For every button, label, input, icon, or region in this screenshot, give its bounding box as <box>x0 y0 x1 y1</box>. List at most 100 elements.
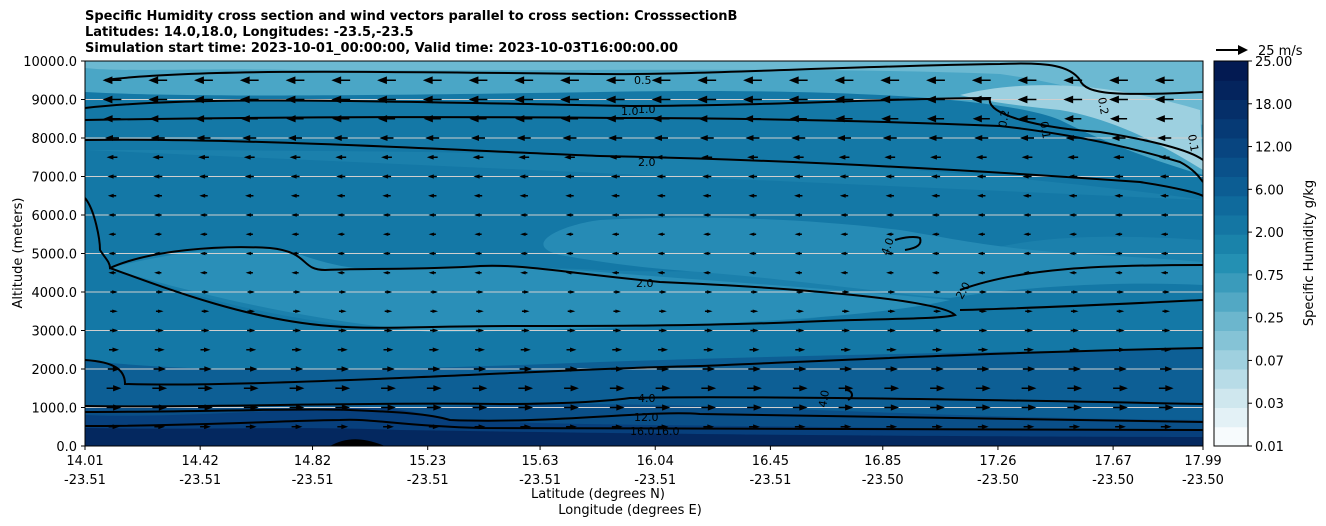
wind-vector-head <box>382 251 389 256</box>
wind-vector-head <box>1118 309 1125 314</box>
wind-vector-head <box>798 424 806 430</box>
wind-vector-head <box>387 404 396 411</box>
wind-vector-head <box>1027 328 1034 333</box>
wind-vector-head <box>341 366 349 372</box>
wind-vector-head <box>1073 328 1079 333</box>
wind-vector-head <box>699 135 708 141</box>
colorbar-tick-label: 0.01 <box>1255 440 1284 455</box>
wind-vector-head <box>1114 271 1121 275</box>
x-tick-label-latitude: 17.26 <box>979 454 1016 469</box>
colorbar-segment <box>1214 388 1248 408</box>
wind-vector-head <box>1068 213 1075 217</box>
wind-vector-head <box>834 95 845 104</box>
wind-vector-head <box>570 424 577 430</box>
colorbar-segment <box>1214 157 1248 177</box>
wind-vector-head <box>793 174 800 179</box>
wind-vector-head <box>753 424 760 430</box>
wind-vector-head <box>245 251 252 256</box>
wind-vector-head <box>1111 135 1120 141</box>
colorbar-tick-label: 18.00 <box>1255 98 1292 113</box>
colorbar-segment <box>1214 118 1248 139</box>
wind-vector-head <box>1113 154 1120 160</box>
wind-vector-head <box>655 154 663 160</box>
wind-vector-head <box>565 251 572 256</box>
wind-vector-head <box>387 366 395 372</box>
wind-vector-head <box>242 135 251 141</box>
wind-vector-head <box>930 174 938 179</box>
wind-vector-head <box>1073 347 1080 352</box>
x-tick-label-latitude: 14.42 <box>182 454 219 469</box>
wind-vector-head <box>975 154 983 160</box>
wind-vector-head <box>107 174 114 179</box>
wind-vector-head <box>981 290 987 294</box>
wind-vector-head <box>605 76 616 85</box>
wind-vector-head <box>661 347 668 352</box>
wind-vector-head <box>703 251 709 256</box>
wind-vector-head <box>838 154 846 160</box>
wind-vector-head <box>565 193 572 198</box>
y-tick-label: 4000.0 <box>32 286 78 301</box>
wind-vector-head <box>194 115 205 123</box>
wind-vector-head <box>707 385 717 392</box>
wind-vector-head <box>158 328 164 333</box>
wind-vector-head <box>524 366 532 372</box>
wind-vector-head <box>1114 193 1121 198</box>
wind-vector-head <box>289 154 297 160</box>
wind-vector-head <box>296 404 305 411</box>
wind-vector-head <box>432 290 438 294</box>
wind-vector-head <box>1072 309 1079 314</box>
wind-vector-head <box>936 347 943 352</box>
wind-vector-head <box>1027 290 1033 294</box>
wind-vector-head <box>792 154 800 160</box>
wind-vector-head <box>976 174 983 179</box>
wind-vector-head <box>113 404 122 411</box>
wind-vector-head <box>249 309 256 314</box>
contour-label-4-0-b: 4.0 <box>638 392 656 405</box>
wind-vector-head <box>295 309 301 314</box>
wind-vector-head <box>839 174 846 179</box>
wind-vector-head <box>889 309 896 314</box>
wind-vector-head <box>1154 95 1165 104</box>
wind-vector-head <box>335 154 343 160</box>
wind-vector-head <box>748 193 755 198</box>
wind-vector-head <box>1114 213 1121 217</box>
wind-vector-head <box>752 328 759 333</box>
wind-vector-head <box>295 366 304 372</box>
wind-vector-head <box>1073 366 1081 372</box>
wind-vector-head <box>423 115 433 123</box>
wind-vector-head <box>516 135 525 141</box>
wind-vector-head <box>799 404 808 411</box>
wind-vector-head <box>880 76 891 85</box>
wind-vector-head <box>382 232 389 236</box>
x-tick-label-longitude: -23.50 <box>977 473 1019 488</box>
wind-vector-head <box>707 347 714 352</box>
x-tick-label-latitude: 16.04 <box>637 454 674 469</box>
wind-vector-head <box>523 309 530 314</box>
wind-vector-head <box>611 193 617 198</box>
wind-vector-head <box>154 232 160 236</box>
wind-vector-head <box>519 174 526 179</box>
wind-vector-head <box>428 251 435 256</box>
wind-vector-head <box>661 309 667 314</box>
wind-vector-head <box>149 115 159 123</box>
x-axis-title-latitude: Latitude (degrees N) <box>531 487 665 502</box>
wind-vector-head <box>427 174 434 179</box>
colorbar-segment <box>1214 215 1248 235</box>
wind-vector-head <box>386 309 393 314</box>
contour-label-2-0-b: 2.0 <box>636 277 654 290</box>
wind-vector-head <box>611 232 618 236</box>
wind-vector-head <box>199 213 206 217</box>
wind-vector-head <box>885 174 892 179</box>
wind-vector-head <box>752 290 759 294</box>
wind-vector-head <box>377 115 388 123</box>
x-tick-label-longitude: -23.50 <box>1182 473 1224 488</box>
wind-vector-head <box>615 328 622 333</box>
wind-vector-head <box>433 404 442 411</box>
wind-vector-head <box>880 95 891 104</box>
wind-vector-head <box>158 404 168 411</box>
wind-vector-head <box>570 385 579 392</box>
wind-vector-head <box>697 76 708 85</box>
wind-vector-head <box>885 213 892 217</box>
wind-vector-head <box>977 271 984 275</box>
y-tick-label: 9000.0 <box>32 94 78 109</box>
